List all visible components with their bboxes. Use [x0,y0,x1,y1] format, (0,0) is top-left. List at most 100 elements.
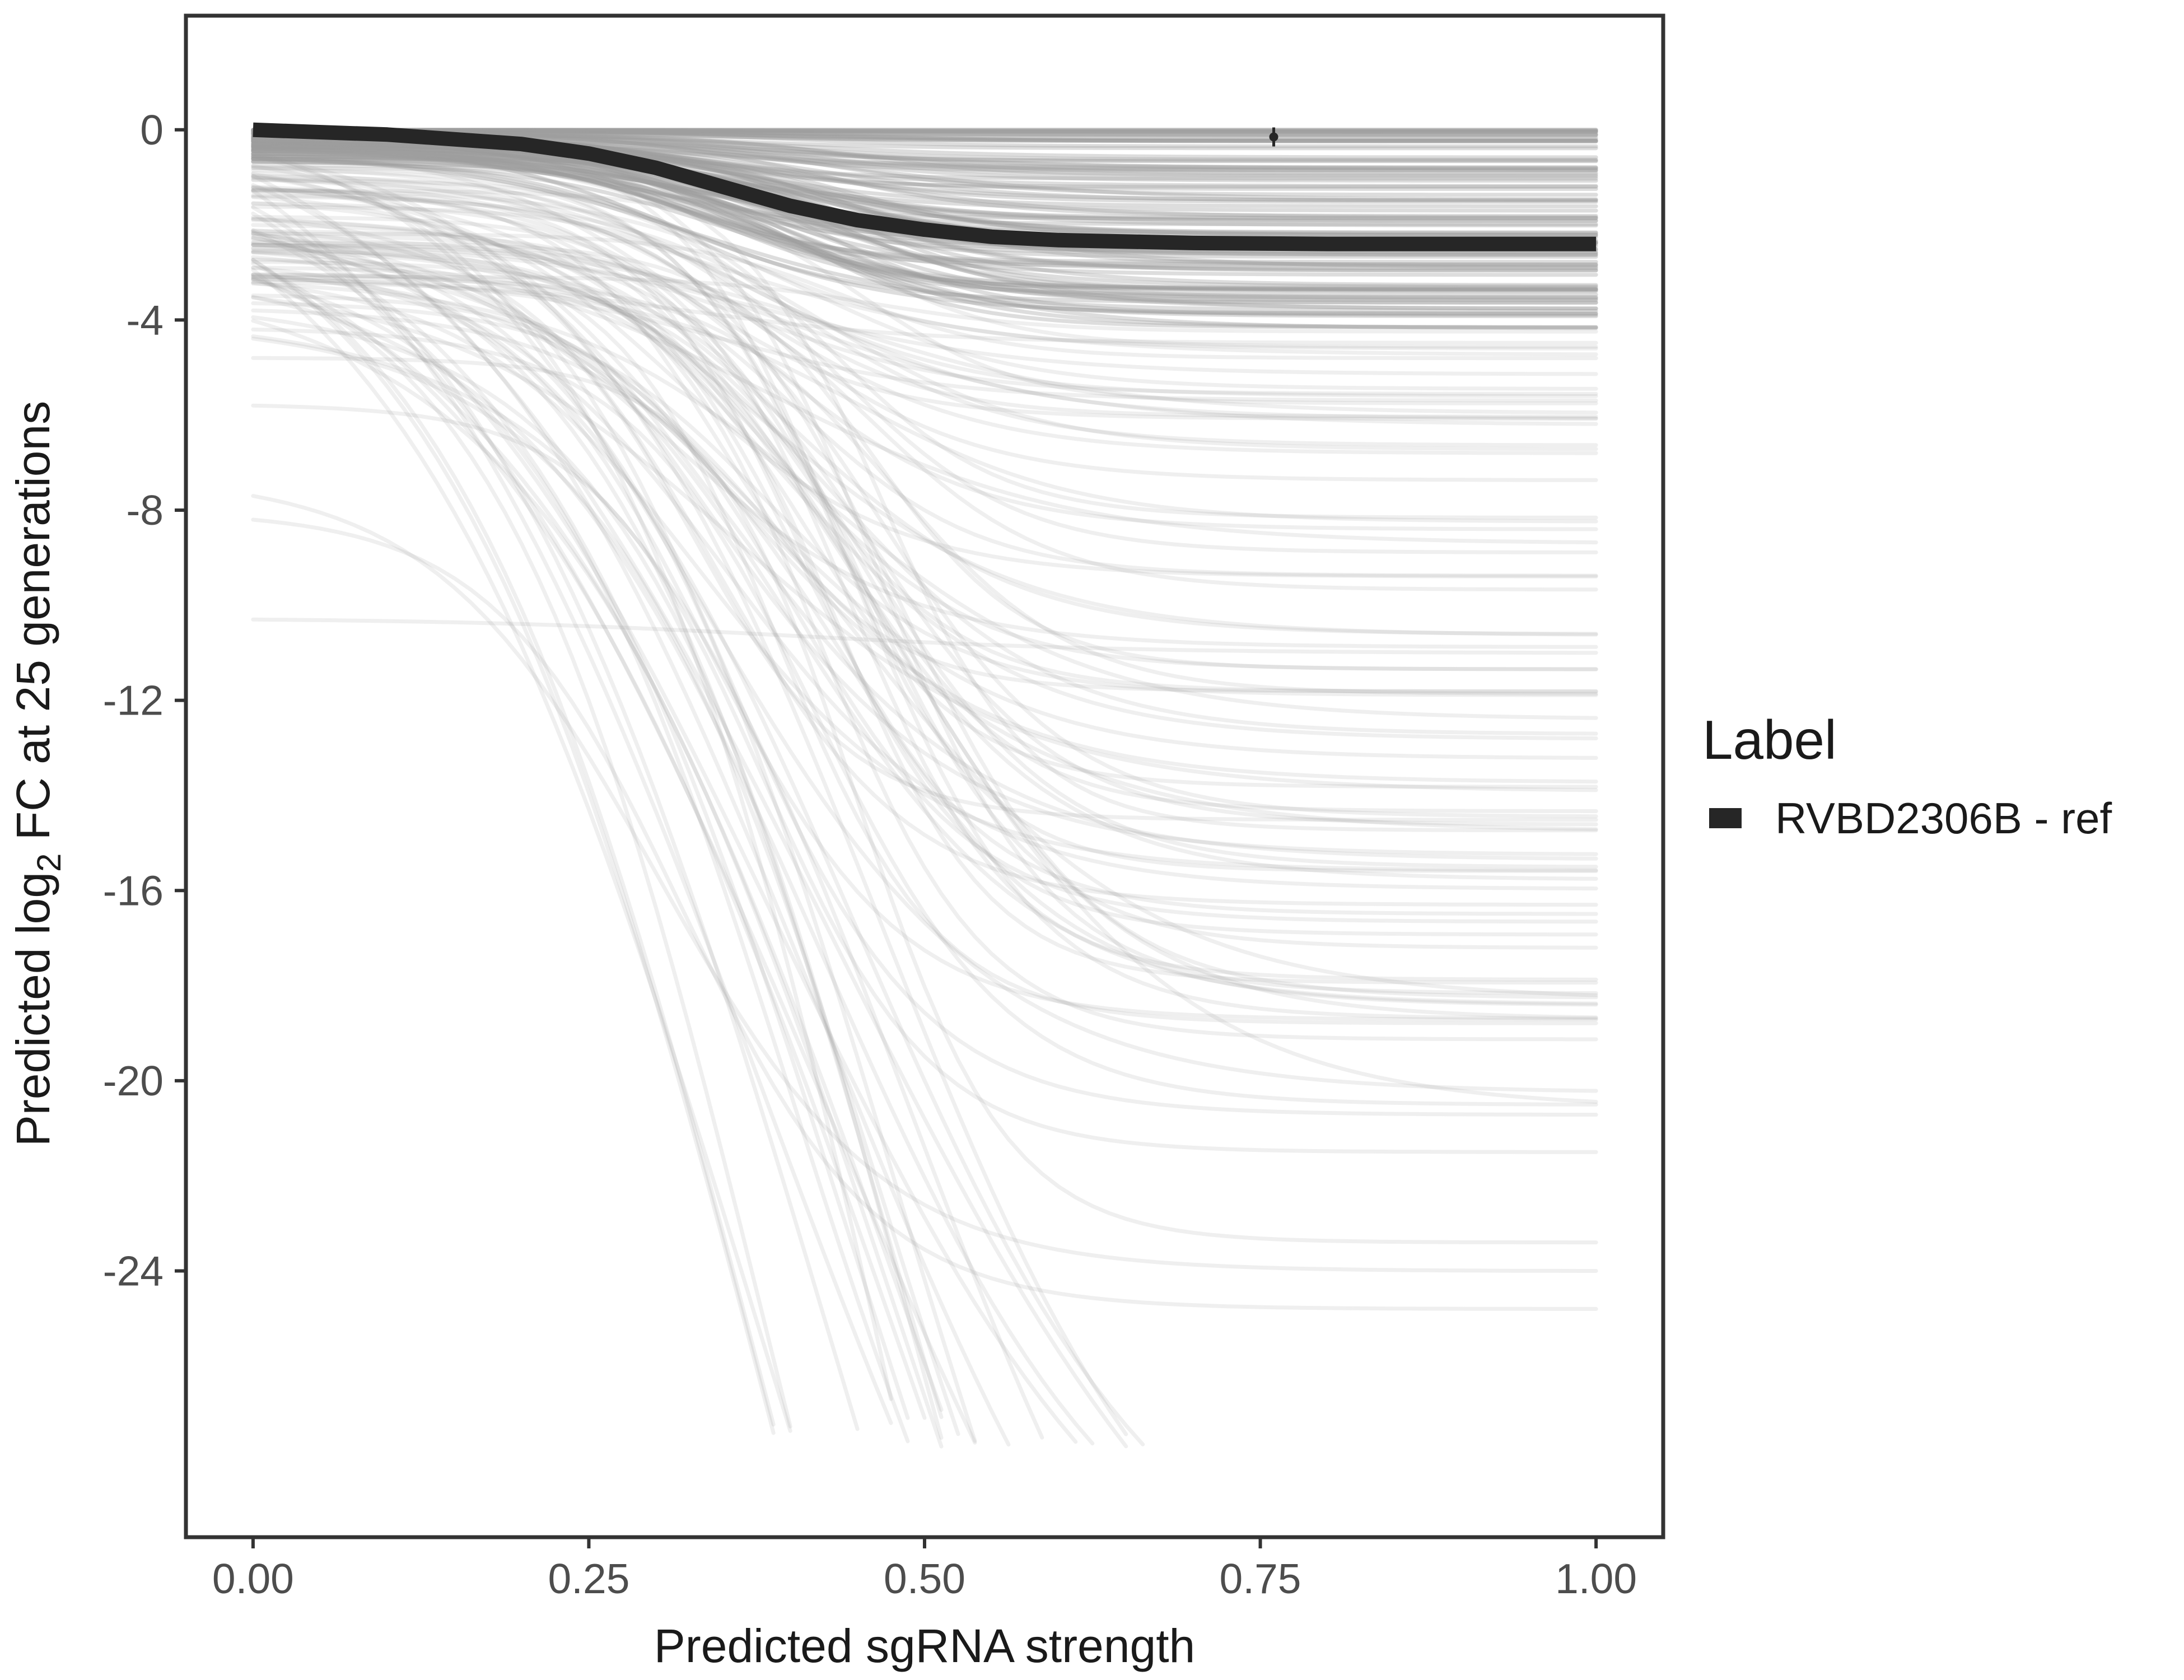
x-tick-label: 1.00 [1555,1555,1637,1602]
background-curve-line [251,277,1598,345]
background-curve-line [251,147,1598,310]
background-curve-line [251,146,1598,447]
background-curve-line [251,272,1598,985]
background-curve-line [251,617,1598,655]
background-curve-line [251,265,1598,891]
background-curve-line [251,187,1598,693]
background-curve-line [251,164,1598,784]
background-curve-line [251,334,1044,1440]
background-curve-line [251,159,1598,301]
background-curve-line [251,218,1598,636]
background-curve-line [251,257,1598,822]
background-curve-line [251,189,893,1425]
background-curve-line [251,280,1598,524]
background-curve-line [251,277,1598,403]
background-curve-line [251,258,776,1435]
background-curve-line [251,141,1598,995]
background-curve-line [251,166,1598,349]
background-curve-line [251,268,792,1433]
highlight-point-layer [1269,127,1278,147]
x-tick-label: 0.50 [884,1555,965,1602]
background-curve-line [251,276,792,1429]
background-curve-line [251,154,1598,273]
background-curve-line [251,152,1598,421]
background-curve-line [251,281,1598,872]
background-curve-line [251,188,1598,391]
y-axis-title: Predicted log2 FC at 25 generations [7,401,68,1147]
legend: Label RVBD2306B - ref [1702,709,2112,843]
background-curve-line [251,185,1598,881]
background-curve-line [251,143,1598,329]
background-curve-line [251,228,910,1420]
background-curve-line [251,242,1598,649]
background-curve-line [251,250,1598,545]
x-tick-label: 0.00 [212,1555,294,1602]
background-curve-line [251,188,1598,937]
background-curve-line [251,154,1598,856]
background-curve-line [251,157,1598,292]
legend-label-rvbd2306b: RVBD2306B - ref [1775,794,2112,843]
background-curve-line [251,241,1598,671]
background-curve-line [251,174,1128,1449]
background-curve-line [251,146,1598,228]
background-curve-line [251,129,1598,142]
background-curve-line [251,242,1598,396]
background-curve-line [251,246,1598,1020]
background-curve-line [251,276,1598,696]
background-curve-line [251,174,1598,419]
background-curve-line [251,154,1598,268]
background-curve-line [251,242,1598,592]
background-curve-line [251,274,944,1412]
background-curve-line [251,128,1598,133]
y-tick-label: -24 [103,1248,164,1295]
background-curve-line [251,295,1598,792]
background-curve-line [251,185,1598,578]
background-curve-line [251,128,1598,140]
background-curve-line [251,139,1598,254]
background-curve-line [251,142,1598,255]
background-curve-line [251,211,977,1445]
background-curve-line [251,246,1598,736]
background-curve-line [251,129,1598,143]
background-curve-line [251,193,1598,1000]
background-curve-line [251,138,1598,316]
background-curve-line [251,274,1598,334]
background-curve-line [251,183,1011,1447]
background-curve-line [251,217,1598,426]
background-curve-line [251,178,1598,482]
background-curve-line [251,129,1598,144]
background-curve-line [251,194,1598,451]
y-tick-label: -8 [126,487,164,534]
x-tick-label: 0.25 [548,1555,629,1602]
background-curve-line [251,185,1598,1104]
background-curve-line [251,149,1598,293]
background-curve-line [251,231,977,1443]
background-curve-line [251,142,1598,288]
background-curve-line [251,206,860,1431]
background-curve-line [251,128,1598,137]
y-axis-title-subscript: 2 [30,853,68,872]
background-curve-line [251,156,1598,292]
background-curve-line [251,178,1598,520]
background-curve-line [251,147,1598,300]
background-curve-line [251,262,927,1420]
y-axis: 0 -4 -8 -12 -16 -20 -24 [103,106,186,1295]
background-curve-line [251,272,1598,789]
background-curve-line [251,150,1598,329]
background-curve-line [251,156,1598,351]
background-curve-line [251,202,1598,694]
background-curve-line [251,255,1598,997]
background-curve-line [251,128,1598,138]
background-curve-line [251,327,1598,1107]
y-tick-label: -16 [103,867,164,914]
background-curve-line [251,216,1598,1117]
background-curve-line [251,137,1598,255]
background-curve-line [251,230,1078,1444]
background-curve-line [251,228,1598,907]
background-curve-line [251,249,1598,1042]
background-curve-line [251,142,1598,277]
background-curve-line [251,152,1598,264]
background-curve-line [251,265,1598,869]
highlight-series-line [253,122,1597,251]
